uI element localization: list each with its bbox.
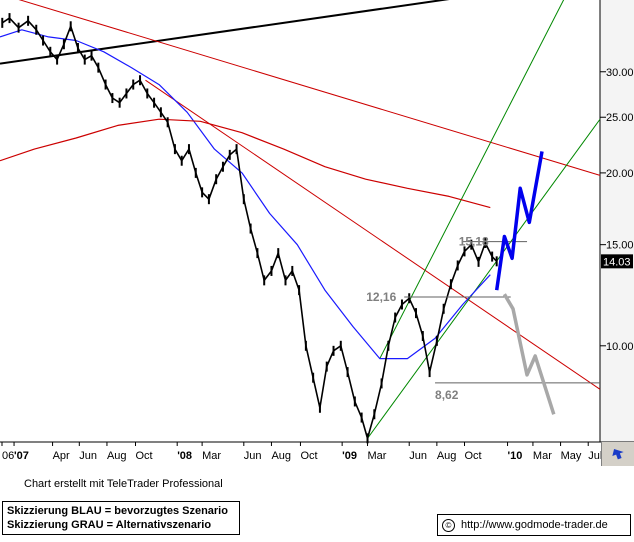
- scroll-right-button[interactable]: [601, 442, 634, 466]
- chart-credit: Chart erstellt mit TeleTrader Profession…: [24, 478, 223, 490]
- last-price-label: 14.03: [603, 256, 631, 268]
- legend-grey-scenario: Skizzierung GRAU = Alternativszenario: [7, 519, 212, 531]
- x-tick-label: Oct: [135, 450, 152, 462]
- x-tick-label: Oct: [300, 450, 317, 462]
- x-tick-label: Mar: [202, 450, 221, 462]
- y-tick-label: 30.00: [606, 67, 634, 79]
- x-tick-label: '07: [14, 450, 29, 462]
- level-label-0: 15,18: [459, 235, 489, 249]
- source-url[interactable]: http://www.godmode-trader.de: [461, 519, 608, 531]
- source-link[interactable]: © http://www.godmode-trader.de: [437, 514, 631, 536]
- x-tick-label: Aug: [271, 450, 291, 462]
- trendline-4: [379, 0, 565, 359]
- price-line: [1, 17, 498, 440]
- x-tick-label: '09: [342, 450, 357, 462]
- y-tick-label: 25.00: [606, 112, 634, 124]
- y-tick-label: 20.00: [606, 168, 634, 180]
- arrow-icon: [612, 449, 624, 460]
- chart-area: 15,18 12,16 8,62 06'07 Apr Jun Aug Oct '08 Mar Ju…: [0, 0, 634, 462]
- copyright-icon: ©: [442, 518, 455, 532]
- x-tick-label: May: [561, 450, 582, 462]
- alternative-scenario-path: [502, 293, 556, 415]
- x-tick-label: Mar: [368, 450, 387, 462]
- x-tick-label: Jul: [588, 450, 602, 462]
- x-tick-label: Jun: [244, 450, 262, 462]
- x-tick-label: Oct: [465, 450, 482, 462]
- x-tick-label: Jun: [409, 450, 427, 462]
- x-tick-label: Jun: [79, 450, 97, 462]
- x-tick-label: Aug: [107, 450, 127, 462]
- x-tick-label: Mar: [533, 450, 552, 462]
- trendline-3: [367, 118, 601, 439]
- y-tick-label: 10.00: [606, 341, 634, 353]
- stock-chart: 15,18 12,16 8,62 06'07 Apr Jun Aug Oct '08 Mar Ju…: [0, 0, 634, 462]
- x-tick-label: '08: [177, 450, 192, 462]
- x-tick-label: 06: [2, 450, 14, 462]
- x-tick-label: '10: [508, 450, 523, 462]
- trendline-2: [145, 79, 601, 390]
- x-tick-label: Apr: [53, 450, 70, 462]
- x-tick-label: Aug: [437, 450, 457, 462]
- level-label-2: 8,62: [435, 388, 459, 402]
- y-tick-label: 15.00: [606, 240, 634, 252]
- last-price-box: [601, 254, 633, 269]
- preferred-scenario-path: [494, 151, 544, 291]
- moving-average-line-1: [0, 118, 491, 209]
- trendline-1: [18, 0, 601, 176]
- level-label-1: 12,16: [366, 290, 396, 304]
- scenario-legend: Skizzierung BLAU = bevorzugtes Szenario …: [2, 501, 240, 535]
- legend-blue-scenario: Skizzierung BLAU = bevorzugtes Szenario: [7, 505, 228, 517]
